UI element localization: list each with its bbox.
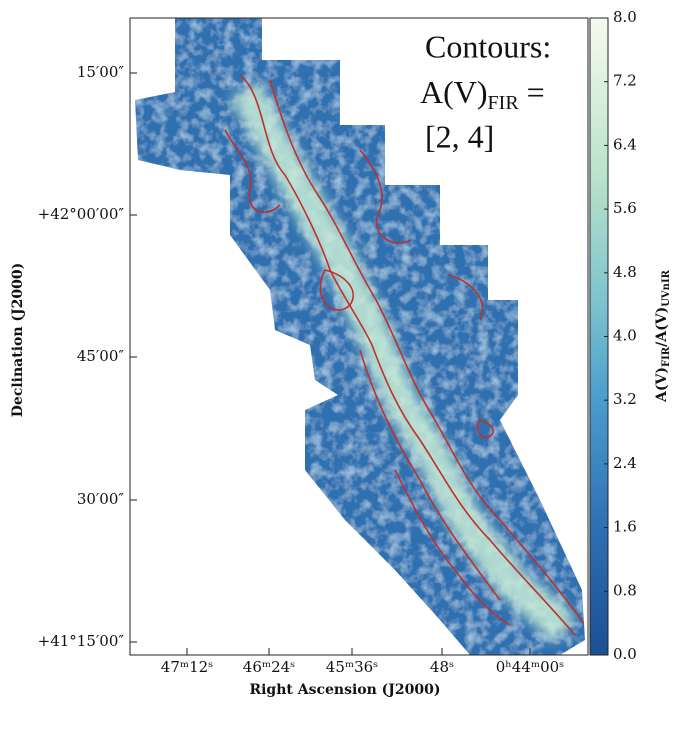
colorbar-tick-label: 5.6 xyxy=(613,199,637,217)
colorbar-label: /A(V) xyxy=(654,307,670,347)
colorbar-tick-label: 0.8 xyxy=(613,581,637,599)
x-tick-label: 48ˢ xyxy=(430,658,454,676)
plot-frame xyxy=(129,17,589,656)
y-tick-label: +42°00′00″ xyxy=(38,205,125,223)
y-tick-label: 30′00″ xyxy=(77,490,125,508)
annotation: [2, 4] xyxy=(425,118,494,154)
y-axis-label: Declination (J2000) xyxy=(10,263,26,417)
colorbar-tick-label: 4.8 xyxy=(613,263,637,281)
colorbar-label: UVnIR xyxy=(661,269,672,306)
colorbar-tick-label: 7.2 xyxy=(613,72,637,90)
colorbar-tick-label: 1.6 xyxy=(613,518,637,536)
y-tick-label: 15′00″ xyxy=(77,63,125,81)
contours xyxy=(224,74,585,636)
y-tick-label: +41°15′00″ xyxy=(38,632,125,650)
x-tick-label: 46ᵐ24ˢ xyxy=(243,658,295,676)
colorbar-tick-label: 8.0 xyxy=(613,8,637,26)
x-tick-label: 47ᵐ12ˢ xyxy=(161,658,213,676)
x-tick-label: 45ᵐ36ˢ xyxy=(326,658,378,676)
colorbar-label: A(V) xyxy=(654,367,670,403)
annotation: A(V) xyxy=(420,74,488,110)
annotation: = xyxy=(519,74,545,110)
map-image xyxy=(135,18,585,655)
colorbar-tick-label: 4.0 xyxy=(613,327,637,345)
colorbar-label: A(V)FIR/A(V)UVnIR xyxy=(654,269,672,403)
colorbar-label: FIR xyxy=(661,346,672,367)
x-tick-label: 0ʰ44ᵐ00ˢ xyxy=(496,658,564,676)
colorbar-tick-label: 3.2 xyxy=(613,390,637,408)
colorbar-tick-label: 2.4 xyxy=(613,454,637,472)
annotation: Contours: xyxy=(425,28,551,64)
colorbar-tick-label: 0.0 xyxy=(613,645,637,663)
colorbar-tick-label: 6.4 xyxy=(613,135,637,153)
annotation: A(V)FIR = xyxy=(420,74,545,113)
y-tick-label: 45′00″ xyxy=(77,347,125,365)
annotation: FIR xyxy=(488,92,520,114)
x-axis-label: Right Ascension (J2000) xyxy=(249,682,440,698)
